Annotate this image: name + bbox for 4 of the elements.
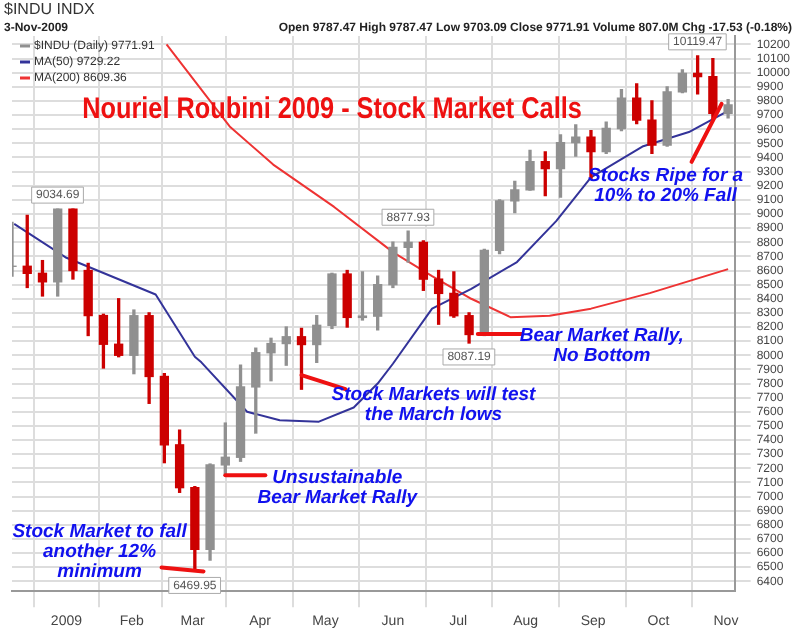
annotation: Unsustainable Bear Market Rally xyxy=(257,466,419,509)
annotation: Stock Market to fall another 12% minimum xyxy=(12,520,188,583)
annotation: Bear Market Rally, No Bottom xyxy=(519,325,684,368)
chart-subtitle: $INDU INDX xyxy=(4,0,97,19)
